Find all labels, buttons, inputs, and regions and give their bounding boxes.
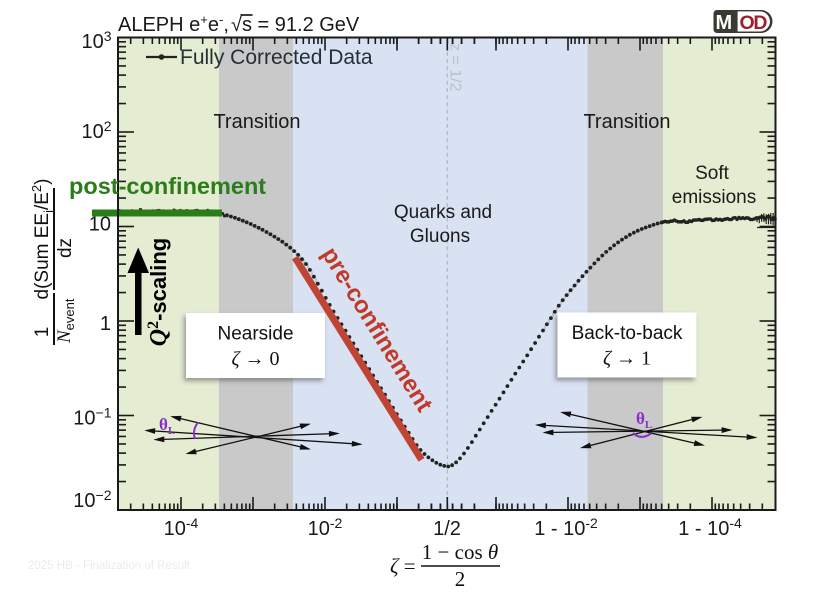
- svg-text:dz: dz: [55, 238, 76, 258]
- svg-text:M: M: [716, 12, 733, 34]
- svg-text:ALEPH e+e-,: ALEPH e+e-,: [118, 12, 229, 36]
- svg-text:1: 1: [100, 313, 111, 335]
- svg-text:ζ → 0: ζ → 0: [231, 348, 279, 370]
- svg-text:Quarks and: Quarks and: [394, 202, 492, 223]
- svg-text:Fully Corrected Data: Fully Corrected Data: [180, 46, 373, 69]
- svg-text:post-confinement: post-confinement: [69, 173, 266, 199]
- svg-text:Soft: Soft: [695, 163, 730, 184]
- svg-text:Nevent: Nevent: [54, 298, 77, 344]
- svg-text:2: 2: [455, 567, 466, 591]
- svg-text:ζ =: ζ =: [390, 554, 416, 578]
- svg-text:1/2: 1/2: [433, 518, 461, 540]
- svg-text:Gluons: Gluons: [410, 226, 470, 247]
- svg-text:Back-to-back: Back-to-back: [572, 323, 683, 344]
- svg-text:1: 1: [32, 327, 53, 338]
- svg-text:z = 1/2: z = 1/2: [447, 43, 464, 92]
- svg-text:ζ → 1: ζ → 1: [603, 348, 651, 370]
- svg-text:d(Sum EEi/E2): d(Sum EEi/E2): [29, 179, 56, 300]
- svg-text:1 - 10-2: 1 - 10-2: [534, 515, 598, 540]
- svg-text:emissions: emissions: [672, 187, 756, 208]
- svg-text:Transition: Transition: [583, 111, 670, 133]
- svg-text:Transition: Transition: [213, 111, 300, 133]
- svg-text:10: 10: [89, 214, 111, 236]
- svg-text:Q2-scaling: Q2-scaling: [145, 238, 172, 346]
- svg-text:2025 HB - Finalization of Resu: 2025 HB - Finalization of Result: [28, 560, 191, 572]
- svg-text:1 − cos θ: 1 − cos θ: [422, 540, 498, 564]
- svg-text:Nearside: Nearside: [217, 324, 293, 345]
- svg-text:OD: OD: [740, 12, 768, 34]
- svg-text:√s = 91.2 GeV: √s = 91.2 GeV: [231, 14, 360, 36]
